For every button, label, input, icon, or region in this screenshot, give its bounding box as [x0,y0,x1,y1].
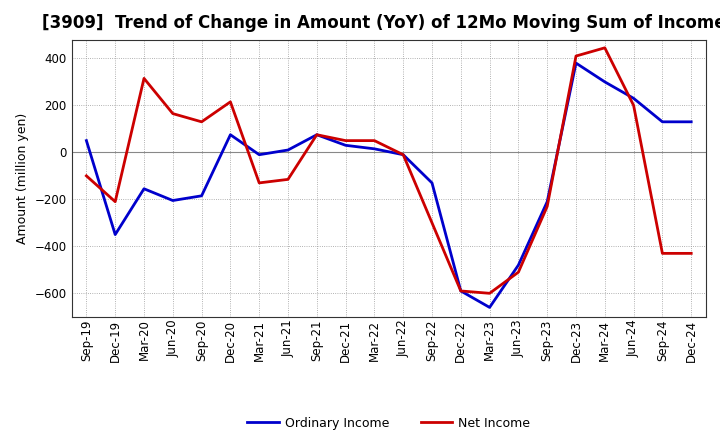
Y-axis label: Amount (million yen): Amount (million yen) [16,113,29,244]
Net Income [399,152,408,158]
Ordinary Income [341,143,350,148]
Net Income [111,199,120,204]
Net Income [428,220,436,225]
Ordinary Income [197,193,206,198]
Net Income [168,111,177,116]
Net Income [572,53,580,59]
Net Income [255,180,264,186]
Ordinary Income [600,79,609,84]
Net Income [341,138,350,143]
Net Income [226,99,235,104]
Ordinary Income [168,198,177,203]
Net Income [600,45,609,51]
Ordinary Income [658,119,667,125]
Ordinary Income [111,232,120,237]
Line: Ordinary Income: Ordinary Income [86,63,691,308]
Net Income [514,270,523,275]
Net Income [82,173,91,179]
Net Income [197,119,206,125]
Net Income [543,204,552,209]
Net Income [370,138,379,143]
Ordinary Income [514,263,523,268]
Net Income [485,291,494,296]
Ordinary Income [312,132,321,137]
Ordinary Income [485,305,494,310]
Ordinary Income [428,180,436,186]
Net Income [658,251,667,256]
Net Income [284,177,292,182]
Ordinary Income [572,60,580,66]
Ordinary Income [687,119,696,125]
Net Income [687,251,696,256]
Line: Net Income: Net Income [86,48,691,293]
Ordinary Income [82,138,91,143]
Title: [3909]  Trend of Change in Amount (YoY) of 12Mo Moving Sum of Incomes: [3909] Trend of Change in Amount (YoY) o… [42,15,720,33]
Net Income [629,103,638,108]
Ordinary Income [399,152,408,158]
Legend: Ordinary Income, Net Income: Ordinary Income, Net Income [243,412,535,435]
Net Income [140,76,148,81]
Net Income [456,288,465,293]
Ordinary Income [629,95,638,101]
Net Income [312,132,321,137]
Ordinary Income [255,152,264,158]
Ordinary Income [284,147,292,153]
Ordinary Income [370,146,379,151]
Ordinary Income [456,288,465,293]
Ordinary Income [140,186,148,191]
Ordinary Income [543,199,552,204]
Ordinary Income [226,132,235,137]
